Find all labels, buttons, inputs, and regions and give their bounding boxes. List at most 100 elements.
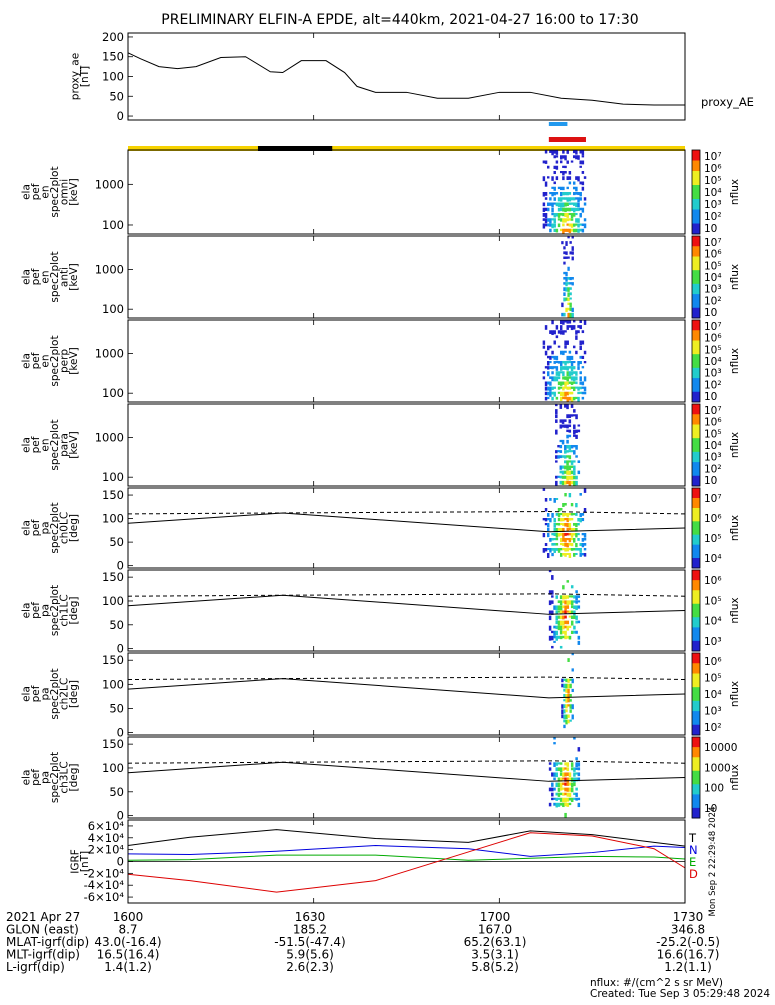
panel-ylabel-omni: en	[39, 185, 51, 198]
heatmap-cell	[559, 615, 563, 620]
heatmap-cell	[568, 797, 572, 801]
panel-ylabel-anti: anti	[58, 267, 70, 287]
heatmap-cell	[557, 508, 561, 512]
heatmap-cell	[559, 192, 563, 197]
heatmap-cell	[564, 381, 567, 387]
heatmap-cell	[566, 580, 570, 583]
heatmap-cell	[566, 228, 569, 232]
heatmap-cell	[555, 533, 559, 538]
heatmap-cell	[562, 600, 565, 604]
heatmap-cell	[551, 355, 554, 359]
heatmap-cell	[569, 709, 572, 713]
proxy-ae-line	[127, 52, 685, 106]
colorbar-swatch	[692, 663, 700, 668]
colorbar-swatch	[692, 554, 700, 559]
heatmap-cell	[555, 361, 559, 364]
heatmap-cell	[567, 292, 570, 297]
heatmap-cell	[551, 595, 554, 598]
heatmap-cell	[561, 470, 565, 475]
heatmap-cell	[572, 325, 576, 330]
colorbar-tick-label: 10⁴	[704, 187, 722, 199]
heatmap-cell	[570, 386, 574, 389]
colorbar-tick-label: 10	[704, 391, 717, 403]
footer-row-label: MLAT-igrf(dip)	[6, 935, 89, 949]
heatmap-cell	[559, 213, 563, 216]
heatmap-cell	[553, 340, 556, 345]
heatmap-cell	[570, 202, 574, 205]
colorbar-swatch	[692, 404, 700, 408]
heatmap-cell	[555, 767, 558, 772]
colorbar-swatch	[692, 350, 700, 355]
panel-ylabel-ch1LC: [deg]	[68, 597, 80, 625]
footer-row-label: L-igrf(dip)	[6, 960, 65, 974]
heatmap-cell	[559, 218, 563, 222]
heatmap-cell	[566, 376, 569, 382]
panel-ylabel-ch1LC: pa	[39, 604, 51, 617]
colorbar-tick-label: 10²	[704, 463, 722, 475]
heatmap-cell	[581, 366, 585, 369]
heatmap-cell	[570, 396, 574, 402]
colorbar-swatch	[692, 259, 700, 264]
heatmap-cell	[553, 605, 556, 610]
colorbar-swatch	[692, 791, 700, 795]
heatmap-cell	[579, 391, 582, 394]
heatmap-cell	[568, 518, 572, 521]
heatmap-cell	[553, 391, 556, 397]
heatmap-cell	[569, 251, 572, 255]
heatmap-cell	[561, 302, 564, 308]
colorbar-swatch	[692, 223, 700, 228]
heatmap-cell	[579, 381, 582, 385]
colorbar-swatch	[692, 451, 700, 456]
colorbar-swatch	[692, 384, 700, 389]
heatmap-cell	[568, 595, 572, 598]
heatmap-cell	[546, 207, 550, 212]
colorbar-tick-label: 10	[704, 475, 717, 487]
heatmap-cell	[546, 202, 550, 206]
heatmap-cell	[551, 218, 554, 221]
heatmap-cell	[563, 297, 566, 302]
heatmap-cell	[577, 640, 581, 645]
heatmap-cell	[564, 503, 567, 506]
heatmap-cell	[562, 361, 565, 364]
heatmap-cell	[562, 381, 565, 385]
y-tick-label: 150	[102, 50, 124, 64]
heatmap-cell	[555, 615, 558, 621]
panel-ylabel-perp: pef	[30, 352, 42, 369]
heatmap-cell	[564, 197, 567, 200]
colorbar-swatch	[692, 280, 700, 285]
colorbar-swatch	[692, 482, 700, 487]
colorbar-tick-label: 10⁵	[704, 533, 722, 545]
heatmap-cell	[569, 307, 572, 312]
heatmap-cell	[551, 350, 554, 355]
heatmap-cell	[577, 797, 581, 801]
heatmap-cell	[557, 523, 561, 526]
heatmap-cell	[577, 202, 580, 208]
colorbar-swatch	[692, 311, 700, 316]
heatmap-cell	[559, 361, 563, 366]
heatmap-cell	[564, 350, 567, 353]
heatmap-cell	[569, 312, 572, 318]
heatmap-cell	[575, 381, 578, 385]
heatmap-cell	[570, 538, 574, 541]
heatmap-cell	[571, 668, 574, 672]
panel-ch3LC: 0 50 100 150	[102, 736, 686, 823]
colorbar-swatch	[692, 561, 700, 566]
heatmap-cell	[579, 165, 582, 168]
heatmap-cell	[573, 610, 576, 616]
panel-ylabel-para: para	[58, 433, 70, 457]
colorbar-swatch	[692, 371, 700, 376]
colorbar-swatch	[692, 410, 700, 415]
heatmap-cell	[557, 518, 561, 522]
heatmap-cell	[568, 355, 572, 361]
heatmap-cell	[583, 320, 587, 325]
footer-row-label: GLON (east)	[6, 923, 79, 937]
heatmap-cell	[573, 625, 576, 630]
heatmap-cell	[566, 176, 569, 181]
colorbar-swatch	[692, 797, 700, 802]
colorbar-swatch	[692, 583, 700, 588]
y-tick-label: -4×10⁴	[84, 878, 125, 892]
heatmap-cell	[565, 709, 568, 713]
colorbar-swatch	[692, 570, 700, 574]
heatmap-cell	[566, 150, 569, 154]
heatmap-cell	[565, 307, 568, 312]
